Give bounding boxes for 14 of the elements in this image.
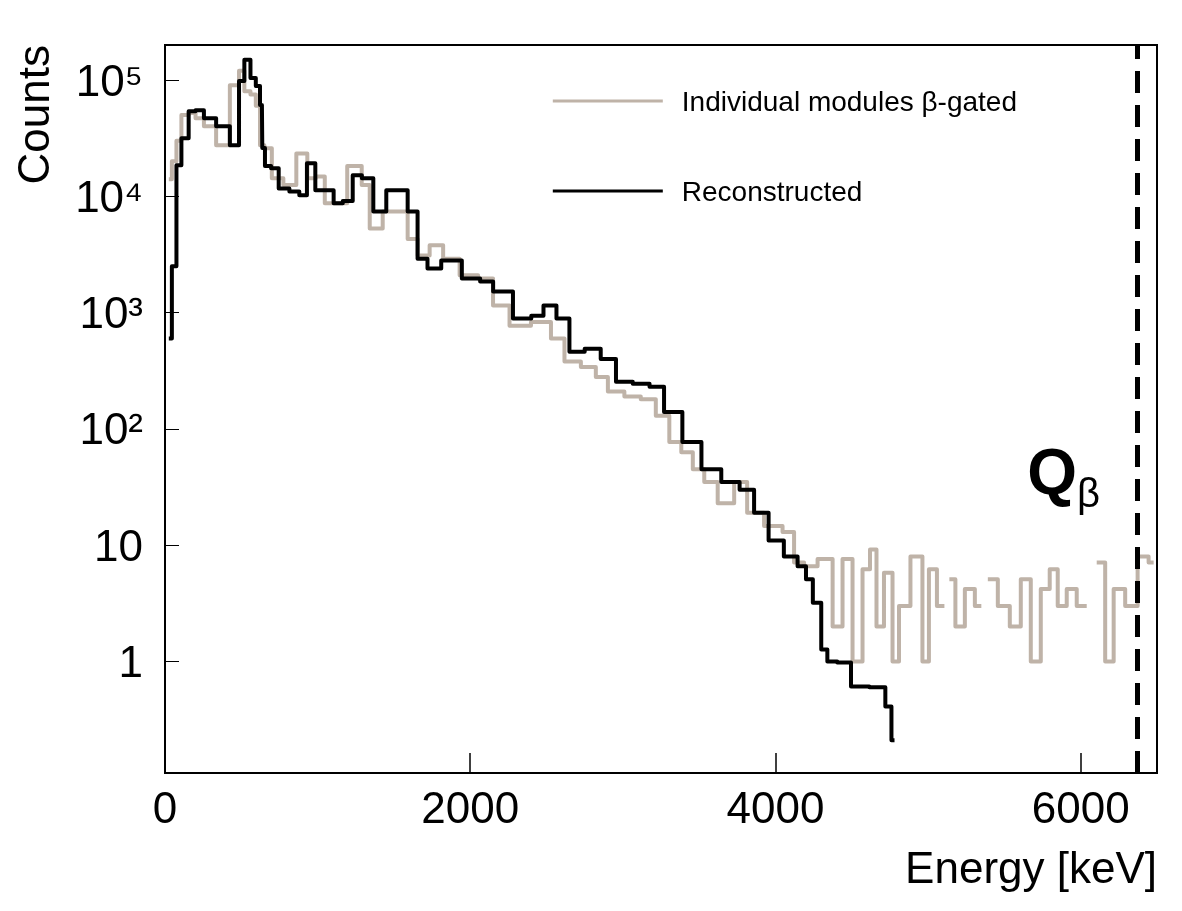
y-tick-label: 10⁴: [75, 171, 143, 221]
x-tick-label: 0: [152, 782, 178, 832]
legend-label: Individual modules β-gated: [681, 85, 1018, 117]
y-tick-label: 1: [118, 637, 143, 687]
x-tick-label: 6000: [1031, 782, 1130, 832]
y-tick-label: 10: [94, 520, 143, 570]
legend-label: Reconstructed: [681, 175, 863, 207]
y-axis-title: Counts: [8, 45, 58, 185]
y-tick-label: 10⁵: [75, 55, 143, 105]
y-tick-label: 10³: [79, 288, 143, 338]
x-axis-title: Energy [keV]: [905, 842, 1157, 892]
y-tick-label: 10²: [79, 404, 143, 454]
x-tick-label: 2000: [421, 782, 520, 832]
x-tick-label: 4000: [726, 782, 825, 832]
